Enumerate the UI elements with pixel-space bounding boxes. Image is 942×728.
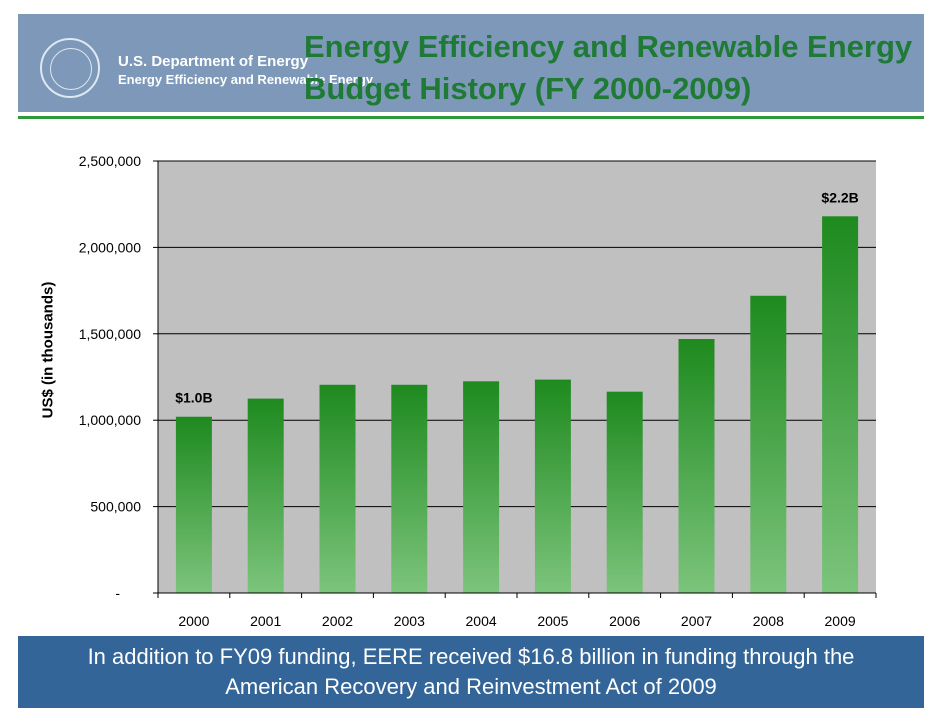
bar-2001 — [247, 398, 284, 593]
x-tick-label: 2004 — [466, 613, 497, 629]
title-line-2: Budget History (FY 2000-2009) — [304, 71, 752, 106]
y-tick-label: 1,000,000 — [79, 412, 141, 428]
header-divider — [18, 116, 924, 119]
bar-2002 — [319, 384, 356, 593]
y-tick-label: 500,000 — [90, 499, 141, 515]
title-line-1: Energy Efficiency and Renewable Energy — [304, 29, 913, 64]
data-label: $1.0B — [175, 390, 212, 406]
bar-2006 — [606, 391, 643, 593]
x-tick-label: 2009 — [825, 613, 856, 629]
slide-title: Energy Efficiency and Renewable Energy B… — [304, 26, 912, 110]
y-tick-label: 2,000,000 — [79, 239, 141, 255]
y-tick-label: 2,500,000 — [79, 153, 141, 169]
bar-2007 — [678, 338, 715, 593]
doe-seal-icon — [40, 38, 100, 98]
footer-note: In addition to FY09 funding, EERE receiv… — [18, 642, 924, 702]
footer-banner — [18, 636, 924, 708]
org-name: U.S. Department of Energy — [118, 53, 309, 70]
x-tick-label: 2005 — [537, 613, 568, 629]
x-tick-label: 2008 — [753, 613, 784, 629]
data-label: $2.2B — [821, 189, 858, 205]
bar-2005 — [534, 379, 571, 593]
x-tick-label: 2007 — [681, 613, 712, 629]
bar-2008 — [750, 295, 787, 593]
footer-line-1: In addition to FY09 funding, EERE receiv… — [87, 644, 855, 669]
bar-2003 — [391, 384, 428, 593]
x-tick-label: 2003 — [394, 613, 425, 629]
bar-2009 — [822, 216, 859, 593]
bar-2004 — [463, 381, 500, 593]
header-banner — [18, 14, 924, 112]
y-tick-label: - — [115, 585, 120, 601]
x-tick-label: 2002 — [322, 613, 353, 629]
bar-2000 — [175, 416, 212, 593]
org-subname: Energy Efficiency and Renewable Energy — [118, 72, 374, 87]
x-tick-label: 2000 — [178, 613, 209, 629]
footer-line-2: American Recovery and Reinvestment Act o… — [225, 674, 717, 699]
y-tick-label: 1,500,000 — [79, 326, 141, 342]
x-tick-label: 2001 — [250, 613, 281, 629]
x-tick-label: 2006 — [609, 613, 640, 629]
